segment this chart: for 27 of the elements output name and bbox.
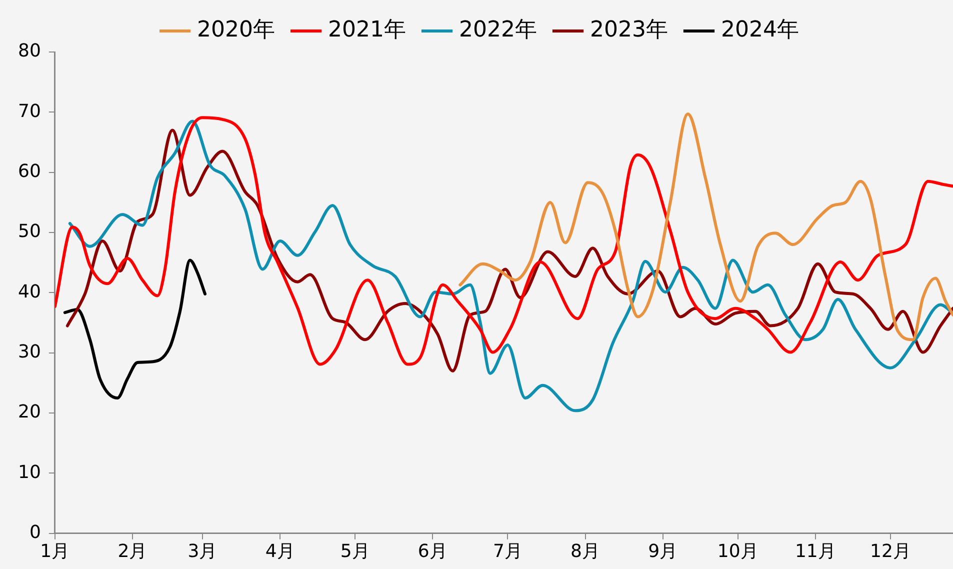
y-tick-label: 60 (18, 161, 41, 182)
x-tick-label: 6月 (418, 540, 448, 562)
y-tick-label: 20 (18, 402, 41, 423)
x-tick-label: 8月 (570, 540, 600, 562)
x-tick-label: 7月 (492, 540, 522, 562)
x-tick-label: 9月 (648, 540, 678, 562)
x-tick-label: 2月 (118, 540, 148, 562)
y-tick-label: 40 (18, 281, 41, 302)
legend-label: 2021年 (328, 18, 406, 43)
legend-label: 2022年 (459, 18, 538, 43)
y-tick-label: 70 (18, 100, 41, 122)
x-tick-label: 4月 (265, 540, 295, 562)
x-tick-label: 12月 (870, 540, 911, 562)
x-tick-label: 10月 (717, 540, 758, 562)
x-tick-label: 3月 (188, 540, 218, 562)
x-tick-label: 1月 (40, 540, 70, 562)
x-tick-label: 11月 (794, 540, 836, 562)
y-tick-label: 80 (18, 40, 41, 62)
line-series (458, 112, 953, 342)
y-tick-label: 10 (18, 462, 41, 483)
y-tick-label: 50 (18, 221, 41, 242)
legend-label: 2020年 (197, 18, 276, 43)
legend-label: 2023年 (590, 18, 668, 43)
x-tick-label: 5月 (340, 540, 370, 562)
y-tick-label: 0 (29, 522, 41, 544)
legend-label: 2024年 (720, 18, 799, 43)
y-tick-label: 30 (18, 342, 41, 363)
